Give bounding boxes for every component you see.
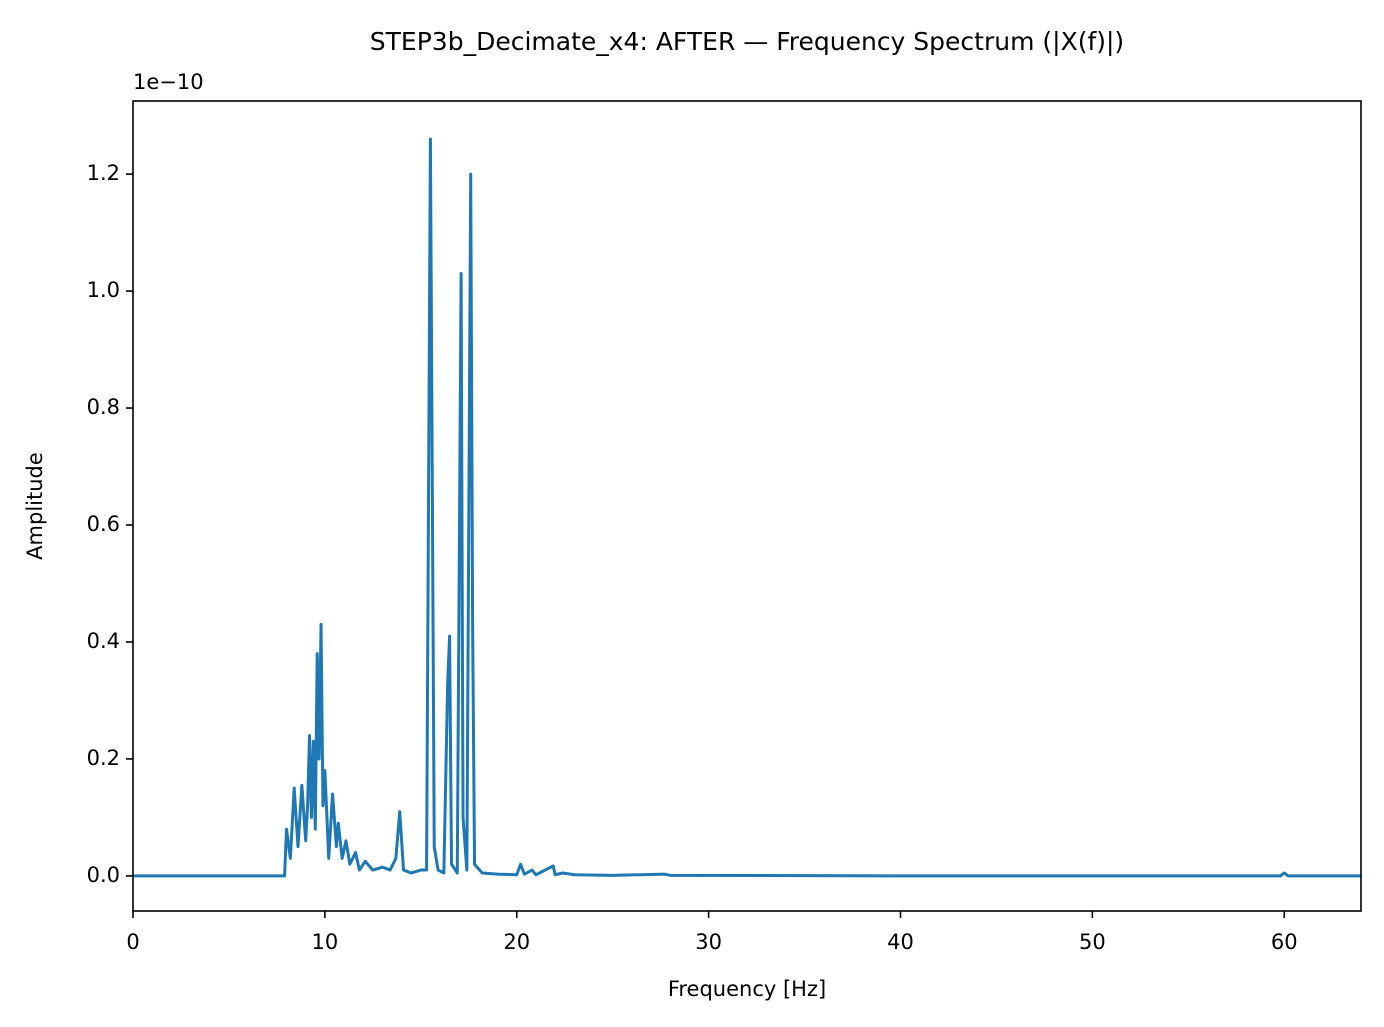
x-tick-label: 0: [126, 930, 139, 954]
x-tick-label: 40: [887, 930, 914, 954]
y-tick-label: 1.0: [87, 278, 120, 302]
plot-area: [133, 137, 1361, 878]
y-axis-label: Amplitude: [23, 452, 47, 560]
y-tick-label: 0.8: [87, 395, 120, 419]
chart-title: STEP3b_Decimate_x4: AFTER — Frequency Sp…: [370, 27, 1124, 56]
y-tick-label: 0.0: [87, 863, 120, 887]
x-tick-label: 30: [695, 930, 722, 954]
y-offset-label: 1e−10: [133, 70, 204, 94]
y-tick-label: 0.6: [87, 512, 120, 536]
x-tick-label: 60: [1271, 930, 1298, 954]
spectrum-line: [133, 137, 1361, 878]
axes-frame: [132, 100, 1362, 912]
x-tick-label: 20: [503, 930, 530, 954]
x-axis-label: Frequency [Hz]: [668, 977, 826, 1001]
x-tick-label: 10: [312, 930, 339, 954]
y-tick-label: 0.2: [87, 746, 120, 770]
y-tick-label: 1.2: [87, 161, 120, 185]
y-tick-label: 0.4: [87, 629, 120, 653]
x-tick-label: 50: [1079, 930, 1106, 954]
